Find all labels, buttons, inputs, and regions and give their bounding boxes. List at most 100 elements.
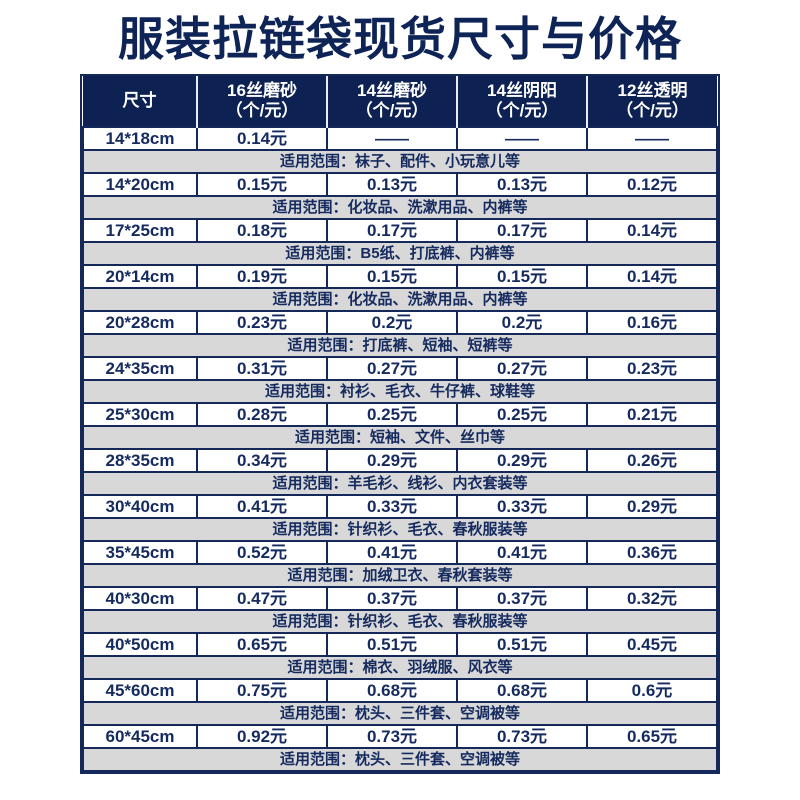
price-cell: 0.26元 [586, 448, 718, 474]
table-row: 25*30cm 0.28元 0.25元 0.25元 0.21元 [82, 402, 718, 428]
table-row-range: 适用范围：化妆品、洗漱用品、内裤等 [82, 195, 718, 221]
size-cell: 24*35cm [82, 356, 198, 382]
size-cell: 30*40cm [82, 494, 198, 520]
price-cell: 0.45元 [586, 632, 718, 658]
price-cell: 0.41元 [326, 540, 458, 566]
price-cell: 0.68元 [326, 678, 458, 704]
price-cell: 0.25元 [326, 402, 458, 428]
price-cell: 0.29元 [586, 494, 718, 520]
applicable-range-cell: 适用范围：羊毛衫、线衫、内衣套装等 [82, 471, 718, 497]
header-label: 尺寸 [122, 90, 157, 110]
header-label: 14丝阴阳 [487, 80, 557, 100]
table-row-range: 适用范围：衬衫、毛衣、牛仔裤、球鞋等 [82, 379, 718, 405]
table-row: 14*18cm 0.14元 —— —— —— [82, 126, 718, 152]
header-unit: （个/元） [616, 101, 689, 121]
price-cell: 0.27元 [456, 356, 588, 382]
price-cell: 0.47元 [196, 586, 328, 612]
price-cell: 0.18元 [196, 218, 328, 244]
header-label: 12丝透明 [617, 80, 688, 100]
price-cell: 0.15元 [196, 172, 328, 198]
size-cell: 14*20cm [82, 172, 198, 198]
table-row: 28*35cm 0.34元 0.29元 0.29元 0.26元 [82, 448, 718, 474]
price-cell: 0.25元 [456, 402, 588, 428]
applicable-range-cell: 适用范围：棉衣、羽绒服、风衣等 [82, 655, 718, 681]
price-cell: 0.17元 [456, 218, 588, 244]
price-cell: —— [326, 126, 458, 152]
header-label: 14丝磨砂 [357, 80, 427, 100]
applicable-range-cell: 适用范围：枕头、三件套、空调被等 [82, 747, 718, 773]
table-row-range: 适用范围：棉衣、羽绒服、风衣等 [82, 655, 718, 681]
table-row-range: 适用范围：针织衫、毛衣、春秋服装等 [82, 609, 718, 635]
table-row: 40*30cm 0.47元 0.37元 0.37元 0.32元 [82, 586, 718, 612]
price-cell: 0.29元 [456, 448, 588, 474]
size-cell: 14*18cm [82, 126, 198, 152]
size-cell: 35*45cm [82, 540, 198, 566]
price-cell: 0.13元 [456, 172, 588, 198]
price-cell: 0.17元 [326, 218, 458, 244]
price-cell: 0.14元 [196, 126, 328, 152]
price-table-wrap: 尺寸 16丝磨砂 （个/元） 14丝磨砂 （个/元） 14丝阴阳 （个/元） 12丝透… [80, 74, 720, 775]
header-cell-12si-clear: 12丝透明 （个/元） [586, 76, 717, 128]
applicable-range-cell: 适用范围：加绒卫衣、春秋套装等 [82, 563, 718, 589]
applicable-range-cell: 适用范围：打底裤、短袖、短裤等 [82, 333, 718, 359]
applicable-range-cell: 适用范围：化妆品、洗漱用品、内裤等 [82, 195, 718, 221]
price-cell: 0.32元 [586, 586, 718, 612]
price-cell: 0.33元 [326, 494, 458, 520]
applicable-range-cell: 适用范围：B5纸、打底裤、内裤等 [82, 241, 718, 267]
price-cell: 0.51元 [326, 632, 458, 658]
header-label: 16丝磨砂 [227, 80, 297, 100]
price-cell: 0.37元 [326, 586, 458, 612]
price-cell: 0.21元 [586, 402, 718, 428]
header-cell-size: 尺寸 [83, 76, 197, 128]
table-row-range: 适用范围：加绒卫衣、春秋套装等 [82, 563, 718, 589]
table-row-range: 适用范围：针织衫、毛衣、春秋服装等 [82, 517, 718, 543]
size-cell: 17*25cm [82, 218, 198, 244]
size-cell: 60*45cm [82, 724, 198, 750]
applicable-range-cell: 适用范围：袜子、配件、小玩意儿等 [82, 149, 718, 175]
price-cell: 0.31元 [196, 356, 328, 382]
price-cell: 0.23元 [196, 310, 328, 336]
price-cell: 0.14元 [586, 218, 718, 244]
size-cell: 28*35cm [82, 448, 198, 474]
table-row: 20*14cm 0.19元 0.15元 0.15元 0.14元 [82, 264, 718, 290]
price-cell: 0.65元 [196, 632, 328, 658]
table-row: 45*60cm 0.75元 0.68元 0.68元 0.6元 [82, 678, 718, 704]
price-cell: 0.34元 [196, 448, 328, 474]
header-row: 尺寸 16丝磨砂 （个/元） 14丝磨砂 （个/元） 14丝阴阳 （个/元） 12丝透… [83, 76, 717, 128]
table-row-range: 适用范围：短袖、文件、丝巾等 [82, 425, 718, 451]
price-table-header: 尺寸 16丝磨砂 （个/元） 14丝磨砂 （个/元） 14丝阴阳 （个/元） 12丝透… [83, 76, 717, 128]
price-cell: 0.15元 [326, 264, 458, 290]
price-cell: 0.41元 [456, 540, 588, 566]
price-cell: 0.6元 [586, 678, 718, 704]
table-row: 17*25cm 0.18元 0.17元 0.17元 0.14元 [82, 218, 718, 244]
table-row-range: 适用范围：袜子、配件、小玩意儿等 [82, 149, 718, 175]
price-cell: —— [586, 126, 718, 152]
applicable-range-cell: 适用范围：化妆品、洗漱用品、内裤等 [82, 287, 718, 313]
size-cell: 20*14cm [82, 264, 198, 290]
table-row: 30*40cm 0.41元 0.33元 0.33元 0.29元 [82, 494, 718, 520]
applicable-range-cell: 适用范围：短袖、文件、丝巾等 [82, 425, 718, 451]
table-row-range: 适用范围：枕头、三件套、空调被等 [82, 747, 718, 773]
price-cell: 0.73元 [456, 724, 588, 750]
price-cell: 0.65元 [586, 724, 718, 750]
table-row-range: 适用范围：打底裤、短袖、短裤等 [82, 333, 718, 359]
price-cell: 0.37元 [456, 586, 588, 612]
price-cell: —— [456, 126, 588, 152]
table-row: 35*45cm 0.52元 0.41元 0.41元 0.36元 [82, 540, 718, 566]
header-cell-14si-matte: 14丝磨砂 （个/元） [326, 76, 457, 128]
price-cell: 0.51元 [456, 632, 588, 658]
price-cell: 0.41元 [196, 494, 328, 520]
price-table: 尺寸 16丝磨砂 （个/元） 14丝磨砂 （个/元） 14丝阴阳 （个/元） 12丝透… [82, 76, 718, 773]
table-row: 60*45cm 0.92元 0.73元 0.73元 0.65元 [82, 724, 718, 750]
price-cell: 0.36元 [586, 540, 718, 566]
price-cell: 0.33元 [456, 494, 588, 520]
size-cell: 25*30cm [82, 402, 198, 428]
size-cell: 40*50cm [82, 632, 198, 658]
price-table-body: 14*18cm 0.14元 —— —— —— 适用范围：袜子、配件、小玩意儿等 14*20c… [82, 126, 718, 773]
price-cell: 0.75元 [196, 678, 328, 704]
price-cell: 0.73元 [326, 724, 458, 750]
price-cell: 0.16元 [586, 310, 718, 336]
price-cell: 0.19元 [196, 264, 328, 290]
price-cell: 0.92元 [196, 724, 328, 750]
